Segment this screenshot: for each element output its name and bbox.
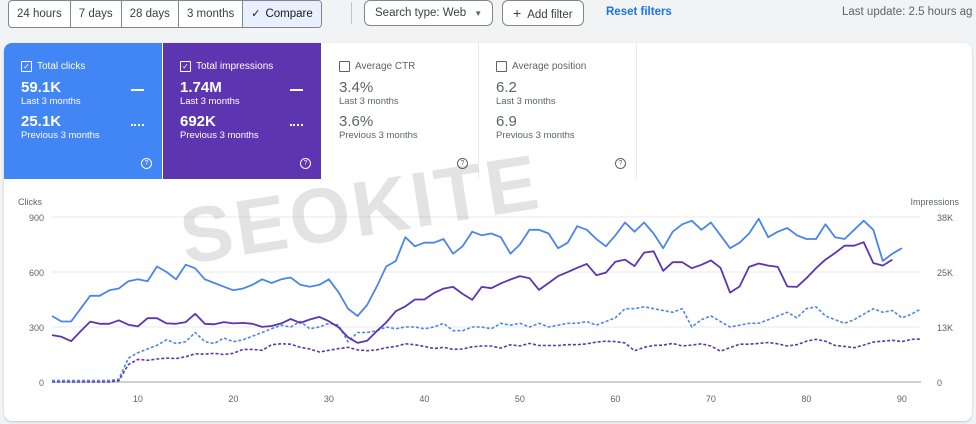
x-tick-label: 80 <box>801 394 811 404</box>
metric-current-period: Last 3 months <box>21 96 81 107</box>
help-icon[interactable]: ? <box>457 158 468 169</box>
check-icon: ✓ <box>251 8 261 20</box>
performance-card: ✓ Total clicks 59.1K Last 3 months 25.1K … <box>4 43 972 421</box>
metric-current-value: 59.1K <box>21 79 62 96</box>
metric-total-clicks[interactable]: ✓ Total clicks 59.1K Last 3 months 25.1K … <box>4 43 162 179</box>
metric-current-period: Last 3 months <box>180 96 240 107</box>
help-icon[interactable]: ? <box>300 158 311 169</box>
x-tick-label: 70 <box>706 394 716 404</box>
solid-line-legend-icon <box>131 89 144 91</box>
x-tick-label: 90 <box>897 394 907 404</box>
checkbox-unchecked-icon[interactable] <box>339 61 350 72</box>
metric-previous-period: Previous 3 months <box>180 130 259 141</box>
compare-label: Compare <box>265 8 313 20</box>
metric-current-period: Last 3 months <box>339 96 399 107</box>
metric-previous-period: Previous 3 months <box>21 130 100 141</box>
solid-line-legend-icon <box>290 89 303 91</box>
reset-filters-link[interactable]: Reset filters <box>606 6 672 18</box>
search-type-dropdown[interactable]: Search type: Web ▼ <box>364 0 494 26</box>
help-icon[interactable]: ? <box>141 158 152 169</box>
metric-label: Average position <box>512 61 587 72</box>
metric-label: Total impressions <box>196 61 274 72</box>
checkbox-checked-icon[interactable]: ✓ <box>180 61 191 72</box>
last-update-text: Last update: 2.5 hours ag <box>842 6 973 18</box>
toolbar: 24 hours 7 days 28 days 3 months ✓ Compar… <box>0 0 976 30</box>
performance-chart[interactable]: 0 300 600 900 0 13K 25K 38K Clicks Impressions 10 2… <box>4 181 972 421</box>
x-tick-label: 20 <box>228 394 238 404</box>
add-filter-button[interactable]: + Add filter <box>502 0 584 26</box>
metric-average-ctr[interactable]: Average CTR 3.4% Last 3 months 3.6% Prev… <box>322 43 479 179</box>
metric-previous-period: Previous 3 months <box>339 130 418 141</box>
dotted-line-legend-icon <box>290 124 303 126</box>
range-24-hours-button[interactable]: 24 hours <box>9 1 71 27</box>
metric-previous-value: 3.6% <box>339 113 374 130</box>
metric-current-period: Last 3 months <box>496 96 556 107</box>
x-tick-label: 30 <box>324 394 334 404</box>
add-filter-label: Add filter <box>527 9 573 21</box>
dotted-line-legend-icon <box>131 124 144 126</box>
toolbar-divider <box>351 2 352 24</box>
caret-down-icon: ▼ <box>474 9 483 18</box>
compare-button[interactable]: ✓ Compare <box>243 1 321 27</box>
metric-header: Average CTR <box>339 61 478 72</box>
search-type-label: Search type: Web <box>375 7 467 19</box>
y-left-tick-label: 300 <box>29 323 44 333</box>
checkbox-checked-icon[interactable]: ✓ <box>21 61 32 72</box>
metric-current-value: 3.4% <box>339 79 374 96</box>
x-tick-label: 60 <box>610 394 620 404</box>
series-line-clicks-previous <box>52 306 922 382</box>
metric-previous-value: 25.1K <box>21 113 62 130</box>
metric-header: ✓ Total clicks <box>21 61 162 72</box>
metric-previous-value: 692K <box>180 113 216 130</box>
x-tick-label: 10 <box>133 394 143 404</box>
x-tick-label: 50 <box>515 394 525 404</box>
help-icon[interactable]: ? <box>615 158 626 169</box>
y-left-tick-label: 900 <box>29 213 44 223</box>
y-left-tick-label: 0 <box>39 378 44 388</box>
metric-previous-value: 6.9 <box>496 113 517 130</box>
range-7-days-button[interactable]: 7 days <box>71 1 122 27</box>
series-line-clicks-current <box>51 217 903 323</box>
chart-svg: 0 300 600 900 0 13K 25K 38K Clicks Impressions 10 2… <box>18 197 960 404</box>
y-right-axis-label: Impressions <box>910 197 959 207</box>
y-right-tick-label: 0 <box>937 378 942 388</box>
metric-label: Average CTR <box>355 61 416 72</box>
y-right-tick-label: 38K <box>937 213 953 223</box>
metric-header: ✓ Total impressions <box>180 61 321 72</box>
date-range-group: 24 hours 7 days 28 days 3 months ✓ Compar… <box>8 0 322 28</box>
metric-average-position[interactable]: Average position 6.2 Last 3 months 6.9 P… <box>479 43 637 179</box>
checkbox-unchecked-icon[interactable] <box>496 61 507 72</box>
y-left-axis-label: Clicks <box>18 197 42 207</box>
y-right-tick-label: 25K <box>937 268 953 278</box>
range-28-days-button[interactable]: 28 days <box>122 1 179 27</box>
y-right-tick-label: 13K <box>937 323 953 333</box>
series-line-impressions-current <box>51 241 893 344</box>
range-3-months-button[interactable]: 3 months <box>179 1 244 27</box>
x-tick-label: 40 <box>419 394 429 404</box>
metric-label: Total clicks <box>37 61 86 72</box>
y-left-tick-label: 600 <box>29 268 44 278</box>
metric-header: Average position <box>496 61 636 72</box>
metric-current-value: 1.74M <box>180 79 222 96</box>
plus-icon: + <box>513 5 522 21</box>
metric-current-value: 6.2 <box>496 79 517 96</box>
series-line-impressions-previous <box>52 338 922 383</box>
metric-total-impressions[interactable]: ✓ Total impressions 1.74M Last 3 months 6… <box>163 43 321 179</box>
metric-previous-period: Previous 3 months <box>496 130 575 141</box>
